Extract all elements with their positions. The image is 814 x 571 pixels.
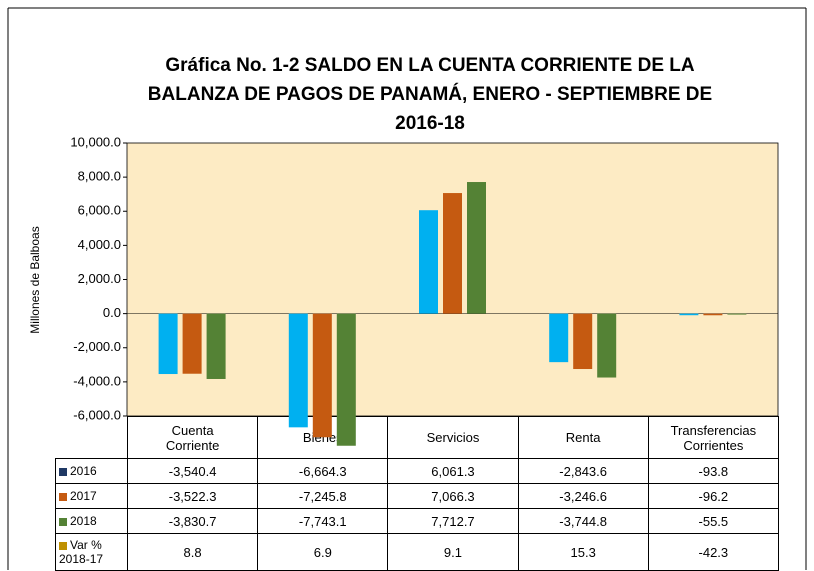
table-value: -55.5 xyxy=(647,508,779,534)
chart-title: BALANZA DE PAGOS DE PANAMÁ, ENERO - SEPT… xyxy=(148,83,712,105)
bar xyxy=(703,313,723,316)
table-value: -93.8 xyxy=(647,458,779,484)
legend-entry: Var % 2018-17 xyxy=(55,533,128,571)
table-value: -3,830.7 xyxy=(126,508,259,534)
y-tick-label: 0.0 xyxy=(103,305,121,320)
y-axis-label: Millones de Balboas xyxy=(28,226,42,333)
chart-title: Gráfica No. 1-2 SALDO EN LA CUENTA CORRI… xyxy=(165,55,695,76)
legend-entry: 2018 xyxy=(55,508,128,534)
legend-label: 2018 xyxy=(70,514,97,528)
bar xyxy=(443,193,462,314)
bar xyxy=(182,313,202,374)
y-tick-label: -2,000.0 xyxy=(73,339,121,354)
table-value: -6,664.3 xyxy=(257,458,389,484)
category-label: Cuenta Corriente xyxy=(126,416,259,459)
legend-label: 2016 xyxy=(70,464,97,478)
bar xyxy=(573,313,593,370)
bar xyxy=(312,313,332,438)
category-label: Renta xyxy=(517,416,649,459)
bar xyxy=(288,313,308,428)
bar xyxy=(597,313,617,378)
bar xyxy=(419,210,438,314)
legend-label: 2017 xyxy=(70,489,97,503)
table-value: 6.9 xyxy=(257,533,389,571)
bar xyxy=(727,313,747,315)
table-value: -3,540.4 xyxy=(126,458,259,484)
legend-key xyxy=(59,467,67,476)
series-row: Var % 2018-17 8.8 6.9 9.1 15.3 -42.3 xyxy=(55,533,779,571)
y-tick-label: 2,000.0 xyxy=(78,271,121,286)
table-value: -3,744.8 xyxy=(517,508,649,534)
bar xyxy=(336,313,356,446)
y-tick-label: 8,000.0 xyxy=(78,169,121,184)
bar xyxy=(158,313,178,375)
y-tick-label: 6,000.0 xyxy=(78,203,121,218)
bar xyxy=(679,313,699,316)
legend-key xyxy=(59,541,67,550)
legend-entry: 2016 xyxy=(55,458,128,484)
table-value: 8.8 xyxy=(126,533,259,571)
bar xyxy=(206,313,226,379)
legend-label: Var % 2018-17 xyxy=(59,538,104,566)
table-value: -96.2 xyxy=(647,483,779,509)
table-value: 7,712.7 xyxy=(387,508,519,534)
category-label: Transferencias Corrientes xyxy=(647,416,779,459)
y-tick-label: 10,000.0 xyxy=(70,134,121,149)
category-label: Servicios xyxy=(387,416,519,459)
legend-key xyxy=(59,492,67,501)
series-row: 2016 -3,540.4 -6,664.3 6,061.3 -2,843.6 -93.8 xyxy=(55,458,779,484)
bar xyxy=(467,182,486,314)
legend-key xyxy=(59,517,67,526)
y-tick-label: -6,000.0 xyxy=(73,407,121,422)
table-value: 6,061.3 xyxy=(387,458,519,484)
y-tick-label: 4,000.0 xyxy=(78,237,121,252)
y-tick-label: -4,000.0 xyxy=(73,373,121,388)
data-table: Cuenta Corriente Bienes Servicios Renta Tran… xyxy=(55,416,779,571)
table-value: -2,843.6 xyxy=(517,458,649,484)
chart-title: 2016-18 xyxy=(395,113,465,134)
bar xyxy=(549,313,569,363)
